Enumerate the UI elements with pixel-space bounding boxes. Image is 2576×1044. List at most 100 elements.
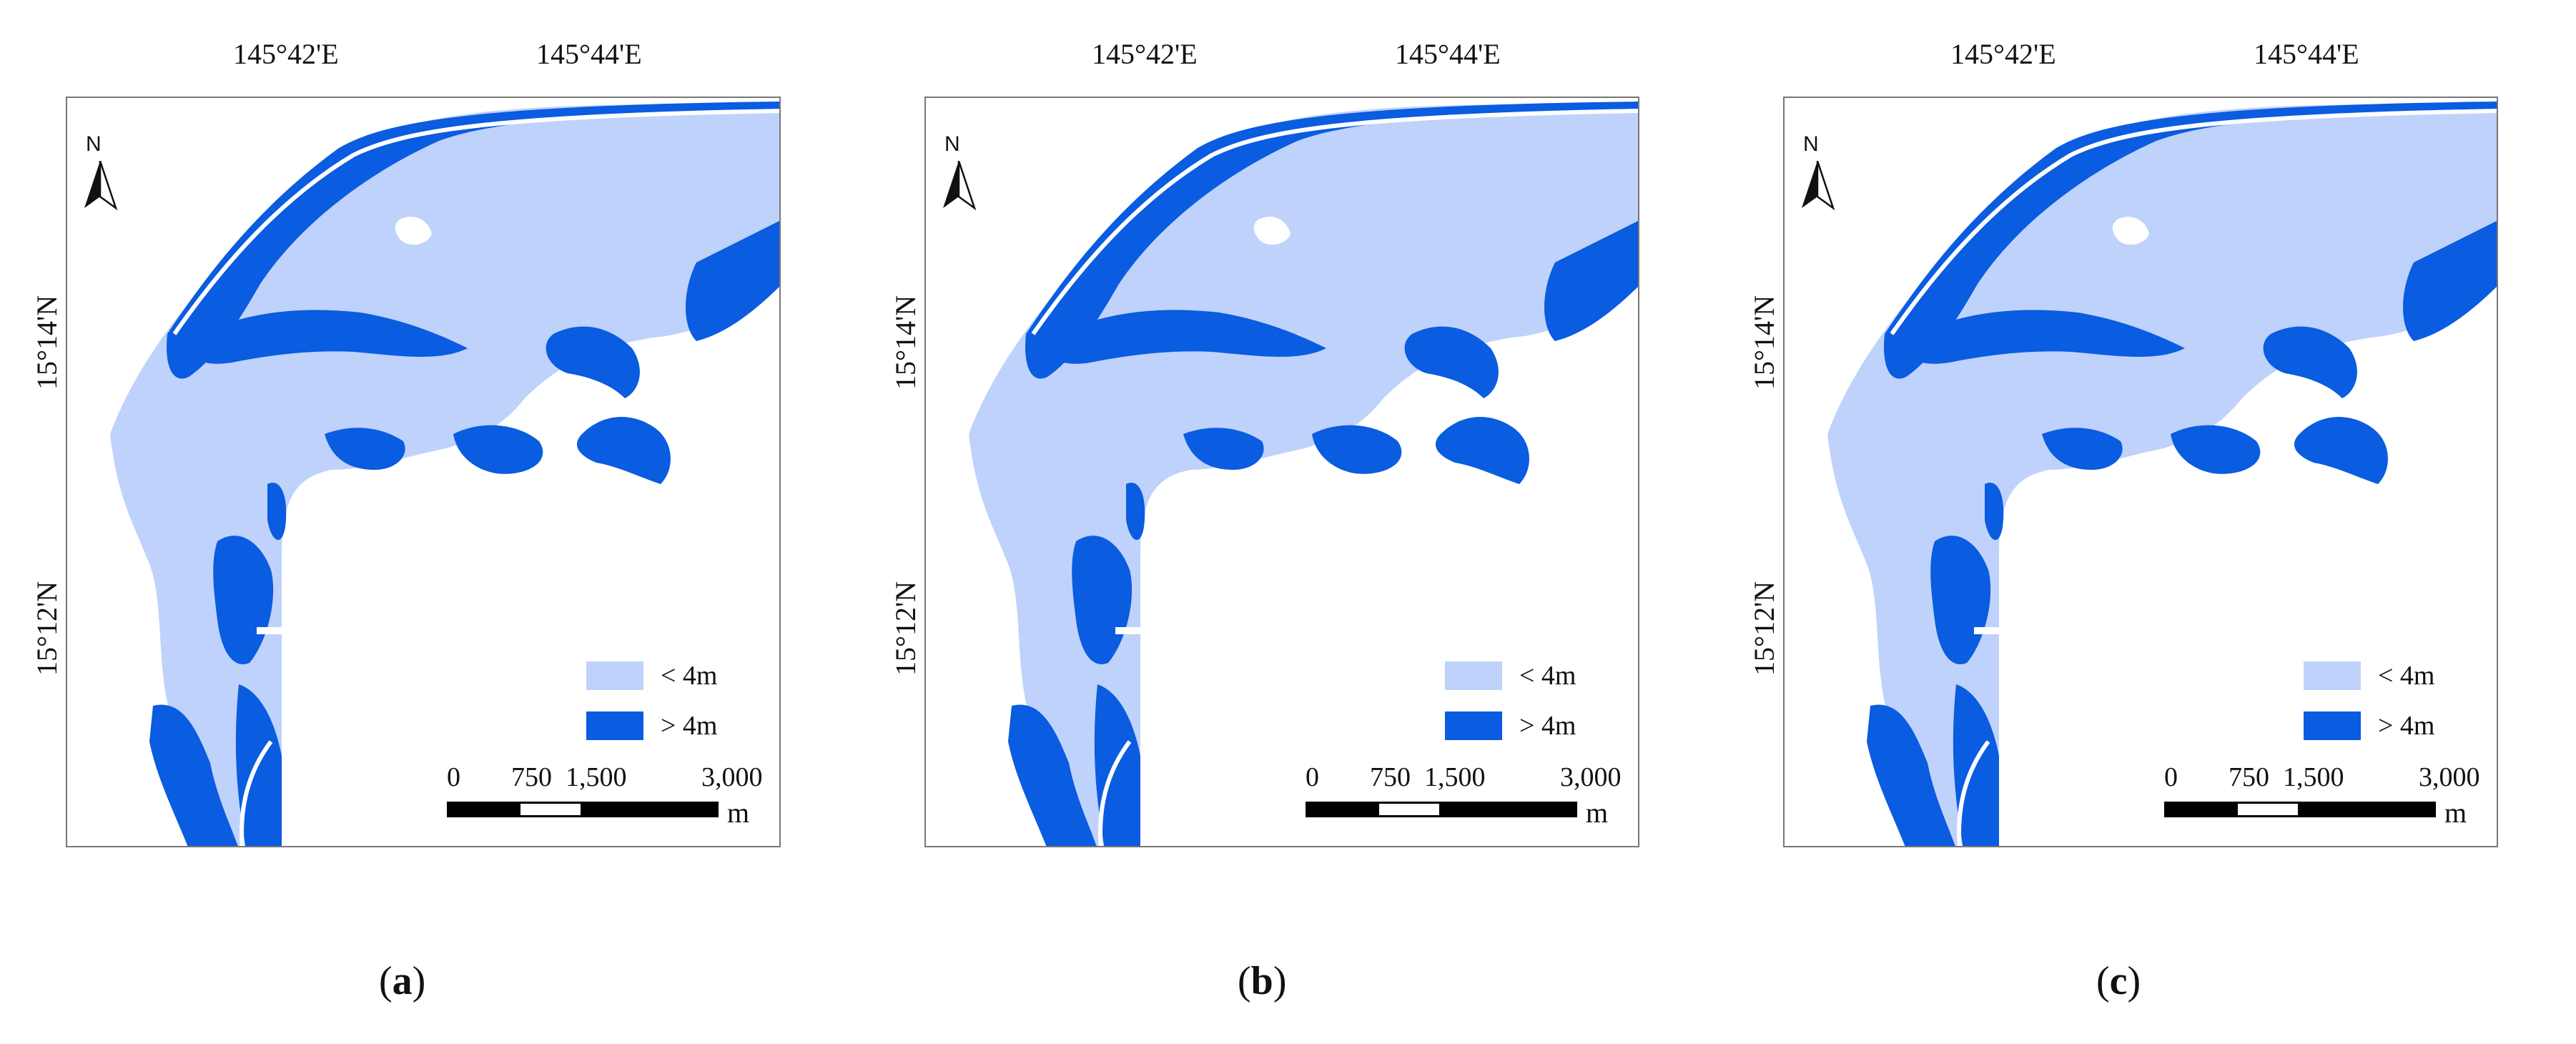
- caption-paren: ): [1273, 959, 1287, 1003]
- deep-area: [576, 417, 671, 484]
- scale-segment: [2236, 802, 2300, 817]
- scale-unit: m: [2444, 797, 2467, 829]
- legend-label: < 4m: [1519, 661, 1576, 691]
- land-break: [1974, 627, 1999, 634]
- deep-area: [1008, 704, 1097, 846]
- deep-area: [686, 221, 779, 341]
- latitude-label: 15°14'N: [31, 295, 63, 390]
- longitude-label: 145°44'E: [2254, 38, 2359, 70]
- legend-item: < 4m: [1445, 661, 1576, 691]
- deep-area: [1985, 483, 2004, 541]
- deep-area: [1404, 326, 1499, 398]
- deep-area: [325, 428, 405, 470]
- scale-tick: 1,500: [1424, 762, 1486, 792]
- scale-tick: 3,000: [2419, 762, 2480, 792]
- shallow-area: [1827, 104, 2497, 846]
- latitude-label: 15°14'N: [1748, 295, 1780, 390]
- north-arrow-icon: [943, 161, 977, 211]
- north-label: N: [86, 132, 102, 156]
- scale-tick: 750: [2229, 762, 2269, 792]
- scale-segment: [1306, 802, 1377, 817]
- caption-letter: a: [392, 959, 413, 1003]
- reef-channel-line: [1031, 109, 1638, 335]
- island: [2112, 217, 2149, 245]
- deep-area: [1884, 102, 2497, 379]
- longitude-label: 145°42'E: [1950, 38, 2056, 70]
- map-panel-c: 145°42'E 145°44'E 15°14'N 15°12'N: [1717, 0, 2576, 1044]
- caption-paren: (: [379, 959, 393, 1003]
- land-break: [257, 627, 282, 634]
- longitude-label: 145°42'E: [233, 38, 339, 70]
- deep-area: [167, 102, 779, 379]
- scale-segment: [447, 802, 518, 817]
- deep-area: [2042, 428, 2123, 470]
- legend-swatch: [2304, 711, 2361, 740]
- reef-channel-line: [240, 740, 273, 846]
- scale-segment: [1377, 802, 1441, 817]
- deep-area: [1183, 428, 1264, 470]
- land-break: [1115, 627, 1140, 634]
- reef-channel-line: [1890, 109, 2497, 335]
- scale-segment: [518, 802, 583, 817]
- depth-map: [969, 102, 1638, 846]
- deep-area: [267, 483, 287, 541]
- deep-area: [453, 425, 543, 474]
- scale-segment: [2300, 802, 2436, 817]
- latitude-label: 15°12'N: [1748, 581, 1780, 676]
- map-frame: [924, 97, 1639, 847]
- map-panel-a: 145°42'E 145°44'E 15°14'N 15°12'N: [0, 0, 859, 1044]
- legend-item: > 4m: [2304, 711, 2435, 741]
- scale-tick: 750: [1370, 762, 1411, 792]
- reef-channel-line: [172, 109, 779, 335]
- north-label: N: [1803, 132, 1819, 156]
- reef-channel-line: [1957, 740, 1990, 846]
- scale-tick: 1,500: [2283, 762, 2344, 792]
- latitude-label: 15°12'N: [889, 581, 922, 676]
- depth-map: [1827, 102, 2497, 846]
- island: [395, 217, 432, 245]
- caption-paren: ): [2127, 959, 2141, 1003]
- caption-letter: c: [2109, 959, 2128, 1003]
- scale-unit: m: [1586, 797, 1609, 829]
- scale-unit: m: [727, 797, 750, 829]
- deep-area: [2263, 326, 2357, 398]
- legend-label: > 4m: [1519, 711, 1576, 741]
- caption-paren: ): [412, 959, 426, 1003]
- panel-caption: (a): [379, 958, 425, 1004]
- north-arrow-icon: [1802, 161, 1835, 211]
- scale-tick: 1,500: [566, 762, 627, 792]
- legend-swatch: [586, 711, 643, 740]
- scale-segment: [2164, 802, 2236, 817]
- caption-paren: (: [2096, 959, 2110, 1003]
- legend-label: > 4m: [661, 711, 718, 741]
- scale-tick: 3,000: [701, 762, 763, 792]
- deep-area: [2403, 221, 2497, 341]
- scale-segment: [583, 802, 719, 817]
- scale-tick: 3,000: [1560, 762, 1622, 792]
- scale-tick: 0: [447, 762, 460, 792]
- deep-area: [149, 704, 238, 846]
- deep-area: [1544, 221, 1638, 341]
- depth-map: [110, 102, 779, 846]
- legend-item: > 4m: [586, 711, 718, 741]
- panel-caption: (b): [1238, 958, 1286, 1004]
- scale-tick: 0: [2164, 762, 2178, 792]
- longitude-label: 145°42'E: [1092, 38, 1198, 70]
- deep-area: [1867, 704, 1955, 846]
- latitude-label: 15°12'N: [31, 581, 63, 676]
- longitude-label: 145°44'E: [536, 38, 642, 70]
- legend-swatch: [1445, 661, 1502, 690]
- deep-area: [1899, 310, 2185, 364]
- deep-area: [1025, 102, 1638, 379]
- deep-area: [546, 326, 640, 398]
- reef-channel-line: [1098, 740, 1132, 846]
- longitude-label: 145°44'E: [1395, 38, 1501, 70]
- deep-area: [182, 310, 468, 364]
- deep-area: [1040, 310, 1326, 364]
- deep-area: [1435, 417, 1529, 484]
- map-panel-b: 145°42'E 145°44'E 15°14'N 15°12'N: [859, 0, 1717, 1044]
- map-frame: [1783, 97, 2498, 847]
- scale-tick: 750: [511, 762, 552, 792]
- legend-label: < 4m: [2378, 661, 2435, 691]
- legend-label: > 4m: [2378, 711, 2435, 741]
